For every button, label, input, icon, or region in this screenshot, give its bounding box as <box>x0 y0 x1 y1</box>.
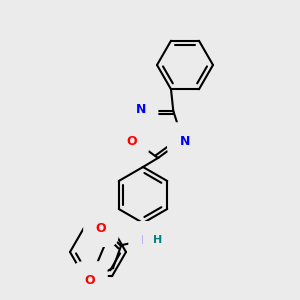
Text: N: N <box>136 103 146 116</box>
Text: N: N <box>179 134 190 148</box>
Text: H: H <box>153 235 163 245</box>
Text: O: O <box>85 274 95 286</box>
Text: N: N <box>141 233 151 247</box>
Text: O: O <box>96 221 106 235</box>
Text: O: O <box>126 134 136 148</box>
